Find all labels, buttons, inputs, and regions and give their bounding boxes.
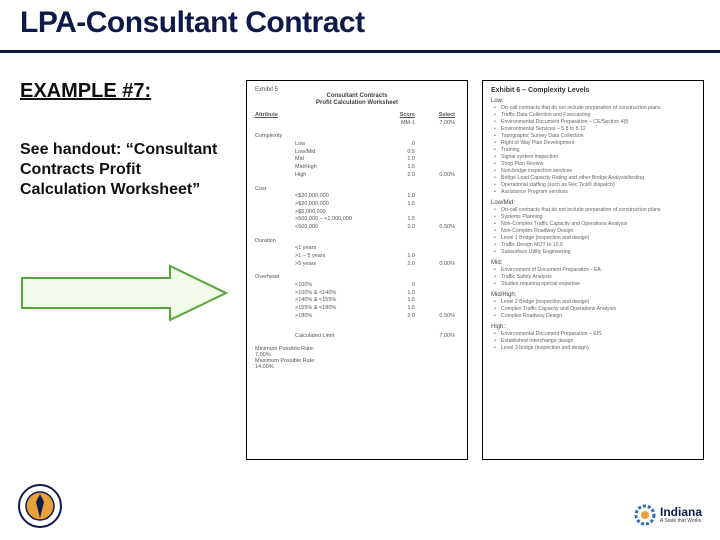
example-heading: EXAMPLE #7: — [20, 80, 151, 103]
list-item: Level 1 Bridge (inspection and design) — [501, 235, 695, 242]
worksheet-doc: Exhibit 5 Consultant Contracts Profit Ca… — [246, 80, 468, 460]
level-heading: Low: — [491, 98, 695, 104]
handout-text: See handout: “Consultant Contracts Profi… — [20, 140, 220, 200]
level-heading: Mid: — [491, 260, 695, 266]
list-item: Non-Complex Traffic Capacity and Operati… — [501, 221, 695, 228]
indiana-logo: Indiana A State that Works — [634, 504, 702, 526]
max-rate-val: 14.00% — [255, 364, 459, 370]
list-item: Non-Complex Roadway Design — [501, 228, 695, 235]
list-item: On-call contracts that do not include pr… — [501, 207, 695, 214]
table-row: High2.00.00% — [255, 172, 459, 180]
list-item: Traffic Data Collection and Forecasting — [501, 112, 695, 119]
slide: LPA-Consultant Contract EXAMPLE #7: See … — [0, 0, 720, 540]
list-item: Assistance Program services — [501, 189, 695, 196]
table-row: >500,000 – <1,000,0001.5 — [255, 216, 459, 224]
level-list: Level 2 Bridge (inspection and design)Co… — [491, 299, 695, 320]
list-item: Environment of Document Preparation - EA — [501, 267, 695, 274]
table-row: Low/Mid0.5 — [255, 149, 459, 157]
list-item: Subsurface Utility Engineering — [501, 249, 695, 256]
list-item: Right of Way Plan Development — [501, 140, 695, 147]
list-item: Established Interchange design — [501, 338, 695, 345]
arrow-polygon — [22, 266, 226, 320]
title-underline — [0, 50, 720, 53]
list-item: Environmental Services – 5.8 to 5.12 — [501, 126, 695, 133]
section-header: Complexity — [255, 133, 459, 141]
level-heading: Mid/High: — [491, 292, 695, 298]
select-row: MM-1 7.00% — [255, 120, 459, 128]
list-item: Traffic Design MOT to 10.6 — [501, 242, 695, 249]
section-header: Overhead — [255, 274, 459, 282]
table-row: >1 – 5 years1.0 — [255, 253, 459, 261]
list-item: Systems Planning — [501, 214, 695, 221]
section-header: Cost — [255, 186, 459, 194]
list-item: Signal system inspection — [501, 154, 695, 161]
level-heading: Low/Mid: — [491, 200, 695, 206]
table-row: <$20,000,0001.0 — [255, 193, 459, 201]
list-item: Traffic Safety Analysis — [501, 274, 695, 281]
table-row: Low0 — [255, 141, 459, 149]
table-row: >140% & <155%1.5 — [255, 297, 459, 305]
level-list: Environment of Document Preparation - EA… — [491, 267, 695, 288]
level-heading: High: — [491, 324, 695, 330]
doc-title: Consultant Contracts — [255, 93, 459, 99]
table-row: >180%2.00.50% — [255, 313, 459, 321]
table-row: Mid1.0 — [255, 156, 459, 164]
section-header: Duration — [255, 238, 459, 246]
list-item: Level 3 bridge (inspection and design) — [501, 345, 695, 352]
table-header: Attribute Score Select — [255, 112, 459, 120]
table-row: <500,0002.00.50% — [255, 224, 459, 232]
list-item: Level 2 Bridge (inspection and design) — [501, 299, 695, 306]
list-item: Non-bridge inspection services — [501, 168, 695, 175]
list-item: Operational staffing (such as Rec Tick® … — [501, 182, 695, 189]
list-item: Training — [501, 147, 695, 154]
list-item: On-call contracts that do not include pr… — [501, 105, 695, 112]
level-list: On-call contracts that do not include pr… — [491, 105, 695, 196]
list-item: Complex Traffic Capacity and Operations … — [501, 306, 695, 313]
list-item: Studies requiring special expertise — [501, 281, 695, 288]
page-title: LPA-Consultant Contract — [20, 6, 365, 40]
table-row: <1 years — [255, 245, 459, 253]
list-item: Environmental Document Preparation – EIS — [501, 331, 695, 338]
doc-right-title: Exhibit 6 – Complexity Levels — [491, 87, 695, 94]
table-row: >5 years2.00.00% — [255, 261, 459, 269]
calc-row: Calculated Limit 7.00% — [255, 333, 459, 341]
table-row: >$5,000,000 — [255, 209, 459, 217]
table-row: <100%0 — [255, 282, 459, 290]
list-item: Complex Roadway Design — [501, 313, 695, 320]
indot-seal-icon — [18, 484, 62, 528]
table-row: >100% & <140%1.0 — [255, 290, 459, 298]
complexity-doc: Exhibit 6 – Complexity Levels Low:On-cal… — [482, 80, 704, 460]
gear-icon — [634, 504, 656, 526]
level-list: Environmental Document Preparation – EIS… — [491, 331, 695, 352]
table-row: Mid/High1.5 — [255, 164, 459, 172]
table-row: >$20,000,0001.5 — [255, 201, 459, 209]
list-item: Environmental Document Preparation – CE/… — [501, 119, 695, 126]
table-row: >155% & <180%1.5 — [255, 305, 459, 313]
list-item: Topographic Survey Data Collection — [501, 133, 695, 140]
list-item: Shop Plan Review — [501, 161, 695, 168]
arrow-graphic — [20, 264, 230, 322]
doc-subtitle: Profit Calculation Worksheet — [255, 100, 459, 106]
level-list: On-call contracts that do not include pr… — [491, 207, 695, 256]
indiana-text: Indiana A State that Works — [660, 506, 702, 524]
